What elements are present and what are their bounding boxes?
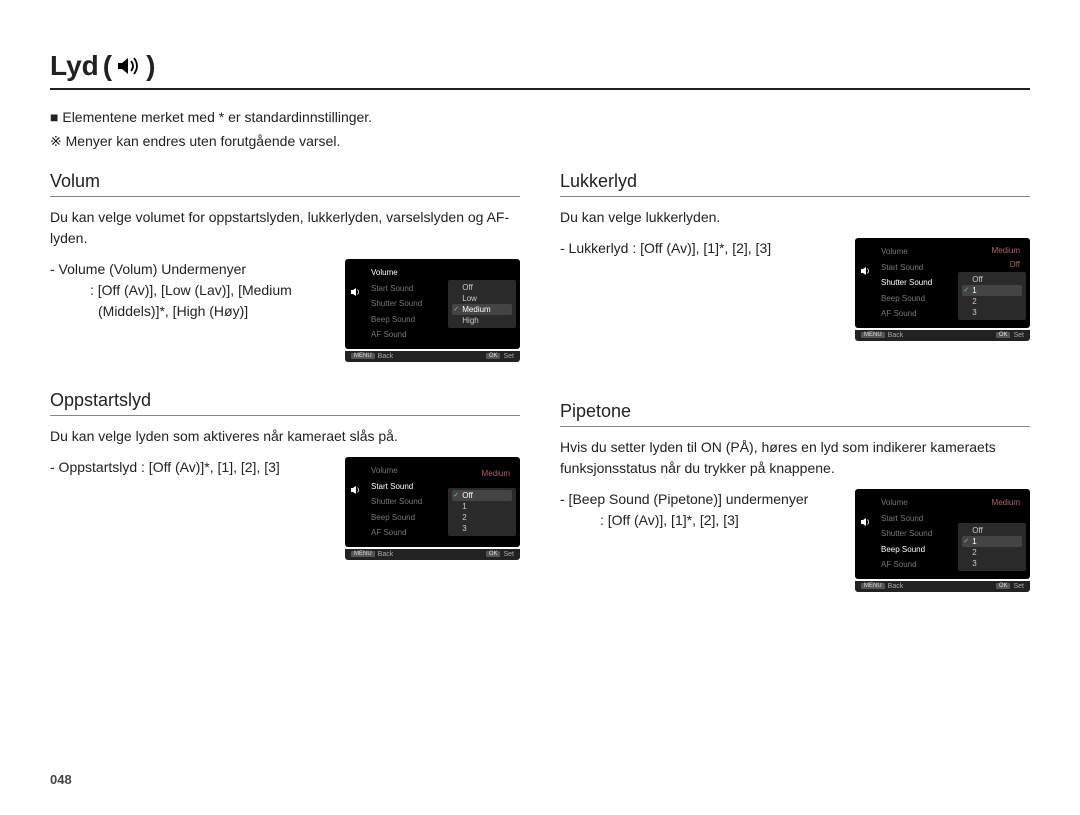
page-title: Lyd ( ) [50, 50, 1030, 90]
desc-pipetone: Hvis du setter lyden til ON (PÅ), høres … [560, 437, 1030, 479]
option-item: 3 [452, 523, 512, 534]
section-lukker: Lukkerlyd Du kan velge lukkerlyden. - Lu… [560, 171, 1030, 341]
menu-item: Shutter Sound [367, 496, 448, 507]
option-item: ✓Off [452, 490, 512, 501]
desc-oppstart: Du kan velge lyden som aktiveres når kam… [50, 426, 520, 447]
option-item: Off [962, 525, 1022, 536]
option-item: 2 [962, 296, 1022, 307]
title-close: ) [146, 50, 155, 82]
footer-set: OK Set [486, 551, 514, 558]
menu-item: Beep Sound [877, 293, 958, 304]
menu-item: Volume [877, 246, 958, 257]
option-item: ✓1 [962, 285, 1022, 296]
intro-line1: Elementene merket med * er standardinnst… [62, 109, 372, 125]
section-oppstart: Oppstartslyd Du kan velge lyden som akti… [50, 390, 520, 560]
intro-block: ■ Elementene merket med * er standardinn… [50, 106, 1030, 153]
sub-oppstart: - Oppstartslyd : [Off (Av)]*, [1], [2], … [50, 457, 331, 478]
menu-item: AF Sound [877, 308, 958, 319]
menu-item: Start Sound [877, 513, 958, 524]
menu-item: Shutter Sound [367, 298, 448, 309]
footer-set: OK Set [486, 353, 514, 360]
page-number: 048 [50, 772, 72, 787]
option-item: 2 [962, 547, 1022, 558]
menu-item: Volume [367, 267, 448, 278]
desc-lukker: Du kan velge lukkerlyden. [560, 207, 1030, 228]
footer-set: OK Set [996, 332, 1024, 339]
heading-lukker: Lukkerlyd [560, 171, 1030, 197]
option-item: 2 [452, 512, 512, 523]
menu-item: Beep Sound [367, 314, 448, 325]
intro-line2: Menyer kan endres uten forutgående varse… [66, 133, 341, 149]
camera-ui-volum: Volume Start Sound Shutter Sound Beep Sound… [345, 259, 520, 362]
option-item: Off [452, 282, 512, 293]
menu-item: Shutter Sound [877, 528, 958, 539]
camera-ui-oppstart: Volume Start Sound Shutter Sound Beep Sound… [345, 457, 520, 560]
title-text: Lyd [50, 50, 99, 82]
menu-item: Start Sound [877, 262, 958, 273]
right-column: Lukkerlyd Du kan velge lukkerlyden. - Lu… [560, 171, 1030, 620]
sub-lukker: - Lukkerlyd : [Off (Av)], [1]*, [2], [3] [560, 238, 841, 259]
speaker-icon [860, 266, 872, 279]
heading-oppstart: Oppstartslyd [50, 390, 520, 416]
sub-volum: - Volume (Volum) Undermenyer : [Off (Av)… [50, 259, 331, 322]
left-column: Volum Du kan velge volumet for oppstarts… [50, 171, 520, 620]
menu-item: Beep Sound [877, 544, 958, 555]
menu-item: AF Sound [877, 559, 958, 570]
option-item: 3 [962, 307, 1022, 318]
menu-item: AF Sound [367, 329, 448, 340]
speaker-icon [350, 287, 362, 300]
menu-item: AF Sound [367, 527, 448, 538]
option-item: 3 [962, 558, 1022, 569]
footer-back: MENU Back [861, 583, 903, 590]
section-volum: Volum Du kan velge volumet for oppstarts… [50, 171, 520, 362]
option-item: High [452, 315, 512, 326]
footer-back: MENU Back [861, 332, 903, 339]
menu-item: Beep Sound [367, 512, 448, 523]
speaker-icon [350, 485, 362, 498]
speaker-icon [116, 55, 142, 77]
speaker-icon [860, 517, 872, 530]
footer-back: MENU Back [351, 551, 393, 558]
menu-item: Start Sound [367, 283, 448, 294]
footer-set: OK Set [996, 583, 1024, 590]
title-open: ( [103, 50, 112, 82]
desc-volum: Du kan velge volumet for oppstartslyden,… [50, 207, 520, 249]
camera-ui-lukker: Volume Start Sound Shutter Sound Beep Sound… [855, 238, 1030, 341]
option-item: Off [962, 274, 1022, 285]
option-item: ✓Medium [452, 304, 512, 315]
heading-pipetone: Pipetone [560, 401, 1030, 427]
option-item: ✓1 [962, 536, 1022, 547]
camera-ui-pipetone: Volume Start Sound Shutter Sound Beep Sound… [855, 489, 1030, 592]
section-pipetone: Pipetone Hvis du setter lyden til ON (PÅ… [560, 401, 1030, 592]
menu-item: Volume [367, 465, 448, 476]
sub-pipetone: - [Beep Sound (Pipetone)] undermenyer : … [560, 489, 841, 531]
heading-volum: Volum [50, 171, 520, 197]
menu-item: Shutter Sound [877, 277, 958, 288]
menu-item: Volume [877, 497, 958, 508]
menu-item: Start Sound [367, 481, 448, 492]
option-item: 1 [452, 501, 512, 512]
option-item: Low [452, 293, 512, 304]
footer-back: MENU Back [351, 353, 393, 360]
